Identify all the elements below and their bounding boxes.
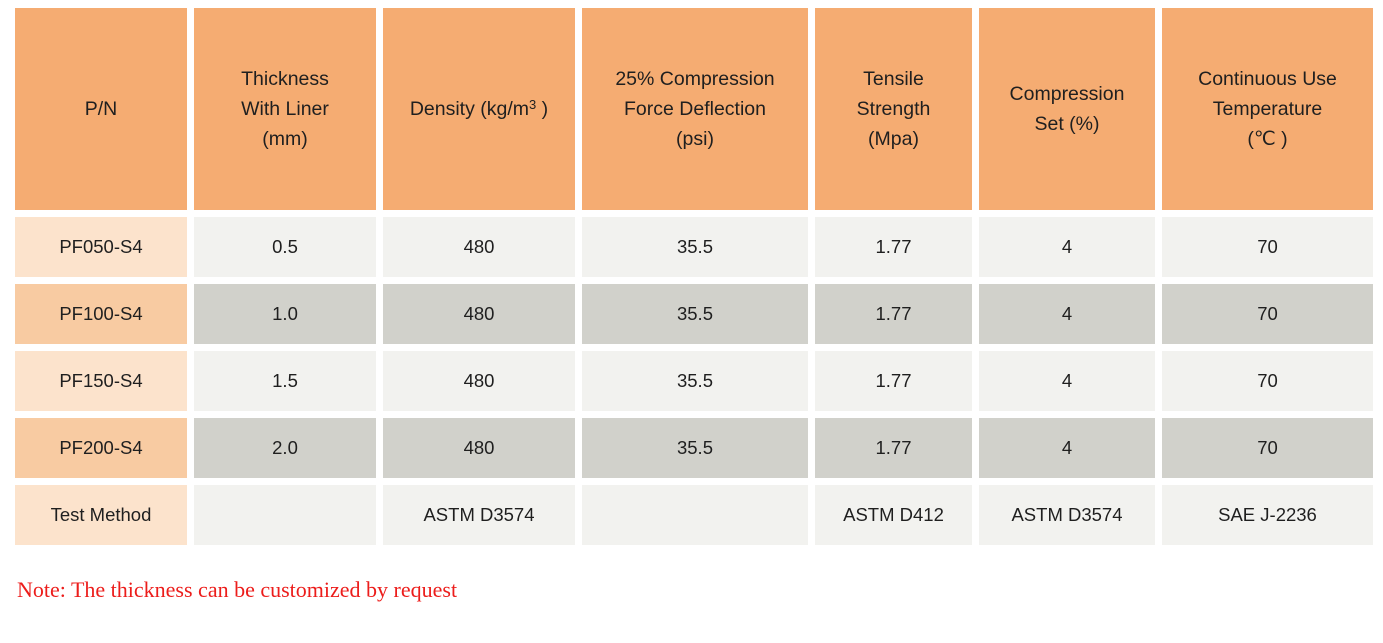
cell-compression-force-deflection: 35.5 — [582, 418, 808, 478]
header-label: Temperature — [1212, 98, 1323, 120]
cell-tensile-strength: ASTM D412 — [815, 485, 972, 545]
header-label: Compression — [1009, 83, 1125, 105]
cell-pn: Test Method — [15, 485, 187, 545]
header-cell-tensile-strength: Tensile Strength (Mpa) — [815, 8, 972, 210]
cell-compression-set: 4 — [979, 284, 1155, 344]
cell-tensile-strength: 1.77 — [815, 217, 972, 277]
density-unit-prefix: Density (kg/m — [409, 98, 530, 120]
cell-density: ASTM D3574 — [383, 485, 575, 545]
cell-compression-force-deflection: 35.5 — [582, 217, 808, 277]
header-label: (psi) — [676, 128, 714, 150]
table-row-pf050: PF050-S4 0.5 480 35.5 1.77 4 70 — [15, 217, 1373, 277]
density-unit-superscript: 3 — [529, 97, 537, 112]
density-unit-suffix: ) — [536, 98, 549, 120]
header-label: Density (kg/m3 ) — [389, 94, 569, 124]
table-row-test-method: Test Method ASTM D3574 ASTM D412 ASTM D3… — [15, 485, 1373, 545]
header-cell-compression-force-deflection: 25% Compression Force Deflection (psi) — [582, 8, 808, 210]
cell-pn: PF050-S4 — [15, 217, 187, 277]
header-label: Thickness — [241, 68, 329, 90]
table-row-pf100: PF100-S4 1.0 480 35.5 1.77 4 70 — [15, 284, 1373, 344]
header-label: P/N — [84, 98, 118, 120]
cell-tensile-strength: 1.77 — [815, 284, 972, 344]
header-cell-compression-set: Compression Set (%) — [979, 8, 1155, 210]
spec-table: P/N Thickness With Liner (mm) Density (k… — [8, 1, 1380, 552]
cell-continuous-use-temperature: 70 — [1162, 217, 1373, 277]
header-label: With Liner — [241, 98, 329, 120]
header-label: (Mpa) — [868, 128, 919, 150]
cell-compression-force-deflection — [582, 485, 808, 545]
header-row: P/N Thickness With Liner (mm) Density (k… — [15, 8, 1373, 210]
table-row-pf150: PF150-S4 1.5 480 35.5 1.77 4 70 — [15, 351, 1373, 411]
cell-continuous-use-temperature: SAE J-2236 — [1162, 485, 1373, 545]
cell-compression-set: 4 — [979, 217, 1155, 277]
header-label: (mm) — [262, 128, 308, 150]
header-label: Set (%) — [1034, 113, 1100, 135]
header-label: Continuous Use — [1198, 68, 1337, 90]
cell-thickness: 2.0 — [194, 418, 376, 478]
cell-thickness: 1.5 — [194, 351, 376, 411]
cell-thickness: 0.5 — [194, 217, 376, 277]
cell-compression-force-deflection: 35.5 — [582, 284, 808, 344]
cell-compression-force-deflection: 35.5 — [582, 351, 808, 411]
header-cell-thickness: Thickness With Liner (mm) — [194, 8, 376, 210]
header-cell-continuous-use-temperature: Continuous Use Temperature (℃ ) — [1162, 8, 1373, 210]
spec-sheet: P/N Thickness With Liner (mm) Density (k… — [8, 1, 1380, 602]
cell-density: 480 — [383, 217, 575, 277]
cell-density: 480 — [383, 284, 575, 344]
header-label: Strength — [856, 98, 931, 120]
table-row-pf200: PF200-S4 2.0 480 35.5 1.77 4 70 — [15, 418, 1373, 478]
cell-density: 480 — [383, 351, 575, 411]
cell-compression-set: 4 — [979, 351, 1155, 411]
cell-compression-set: ASTM D3574 — [979, 485, 1155, 545]
cell-tensile-strength: 1.77 — [815, 351, 972, 411]
cell-density: 480 — [383, 418, 575, 478]
cell-thickness — [194, 485, 376, 545]
cell-tensile-strength: 1.77 — [815, 418, 972, 478]
cell-pn: PF200-S4 — [15, 418, 187, 478]
cell-thickness: 1.0 — [194, 284, 376, 344]
thickness-note: Note: The thickness can be customized by… — [17, 577, 458, 602]
cell-compression-set: 4 — [979, 418, 1155, 478]
cell-pn: PF100-S4 — [15, 284, 187, 344]
cell-continuous-use-temperature: 70 — [1162, 284, 1373, 344]
cell-continuous-use-temperature: 70 — [1162, 351, 1373, 411]
header-label: (℃ ) — [1247, 128, 1288, 150]
header-label: Force Deflection — [624, 98, 766, 120]
header-label: 25% Compression — [615, 68, 775, 90]
header-label: Tensile — [863, 68, 924, 90]
cell-continuous-use-temperature: 70 — [1162, 418, 1373, 478]
cell-pn: PF150-S4 — [15, 351, 187, 411]
header-cell-density: Density (kg/m3 ) — [383, 8, 575, 210]
header-cell-pn: P/N — [15, 8, 187, 210]
